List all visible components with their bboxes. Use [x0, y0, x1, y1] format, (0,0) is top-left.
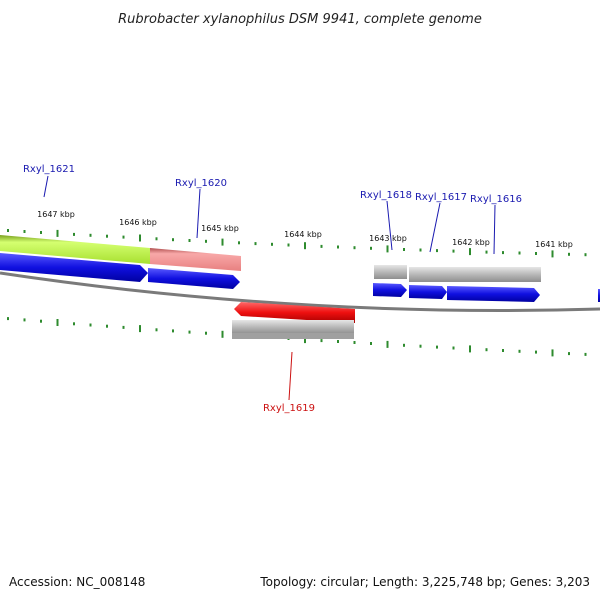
leader-line-rxyl-1620 [196, 188, 201, 239]
gene-label-rxyl-1618[interactable]: Rxyl_1618 [360, 190, 412, 201]
pink-feature-track [150, 248, 241, 271]
gene-label-rxyl-1619[interactable]: Rxyl_1619 [263, 403, 315, 414]
map-title: Rubrobacter xylanophilus DSM 9941, compl… [118, 12, 482, 27]
grey-feature-rxyl-1618 [374, 265, 407, 279]
gene-arrow-rxyl-1621[interactable] [0, 253, 148, 282]
tick-label-1646: 1646 kbp [119, 218, 157, 227]
tick-label-1644: 1644 kbp [284, 230, 322, 239]
grey-feature-rxyl-1619 [232, 320, 354, 334]
tick-label-1643: 1643 kbp [369, 234, 407, 243]
gene-arrow-rxyl-1618[interactable] [373, 283, 407, 297]
gene-label-rxyl-1617[interactable]: Rxyl_1617 [415, 192, 467, 203]
gene-label-rxyl-1616[interactable]: Rxyl_1616 [470, 194, 522, 205]
grey-feature-rxyl-1617-1616 [409, 267, 541, 282]
leader-line-rxyl-1616 [493, 204, 496, 255]
gene-arrow-rxyl-1616[interactable] [447, 286, 540, 302]
genome-summary-text: Topology: circular; Length: 3,225,748 bp… [259, 575, 590, 589]
lower-tick-track [7, 317, 587, 357]
gene-label-rxyl-1620[interactable]: Rxyl_1620 [175, 178, 227, 189]
tick-label-1642: 1642 kbp [452, 238, 490, 247]
tick-label-1641: 1641 kbp [535, 240, 573, 249]
grey-feature-rxyl-1619-edge [232, 333, 354, 339]
gene-arrow-rxyl-1620[interactable] [148, 268, 240, 289]
tick-label-1647: 1647 kbp [37, 210, 75, 219]
leader-line-rxyl-1621 [43, 175, 49, 198]
gene-label-rxyl-1621[interactable]: Rxyl_1621 [23, 164, 75, 175]
leader-line-rxyl-1617 [429, 202, 441, 253]
upper-tick-track [7, 229, 587, 258]
genome-backbone [0, 271, 600, 312]
tick-label-1645: 1645 kbp [201, 224, 239, 233]
gene-arrow-rxyl-1619[interactable] [234, 302, 355, 323]
gene-arrow-rxyl-1617[interactable] [409, 285, 447, 299]
tick-labels: 1647 kbp 1646 kbp 1645 kbp 1644 kbp 1643… [37, 210, 573, 249]
leader-line-rxyl-1619 [288, 351, 293, 401]
accession-text: Accession: NC_008148 [9, 575, 145, 589]
leader-line-rxyl-1618 [386, 200, 393, 251]
green-feature-track [0, 235, 150, 264]
